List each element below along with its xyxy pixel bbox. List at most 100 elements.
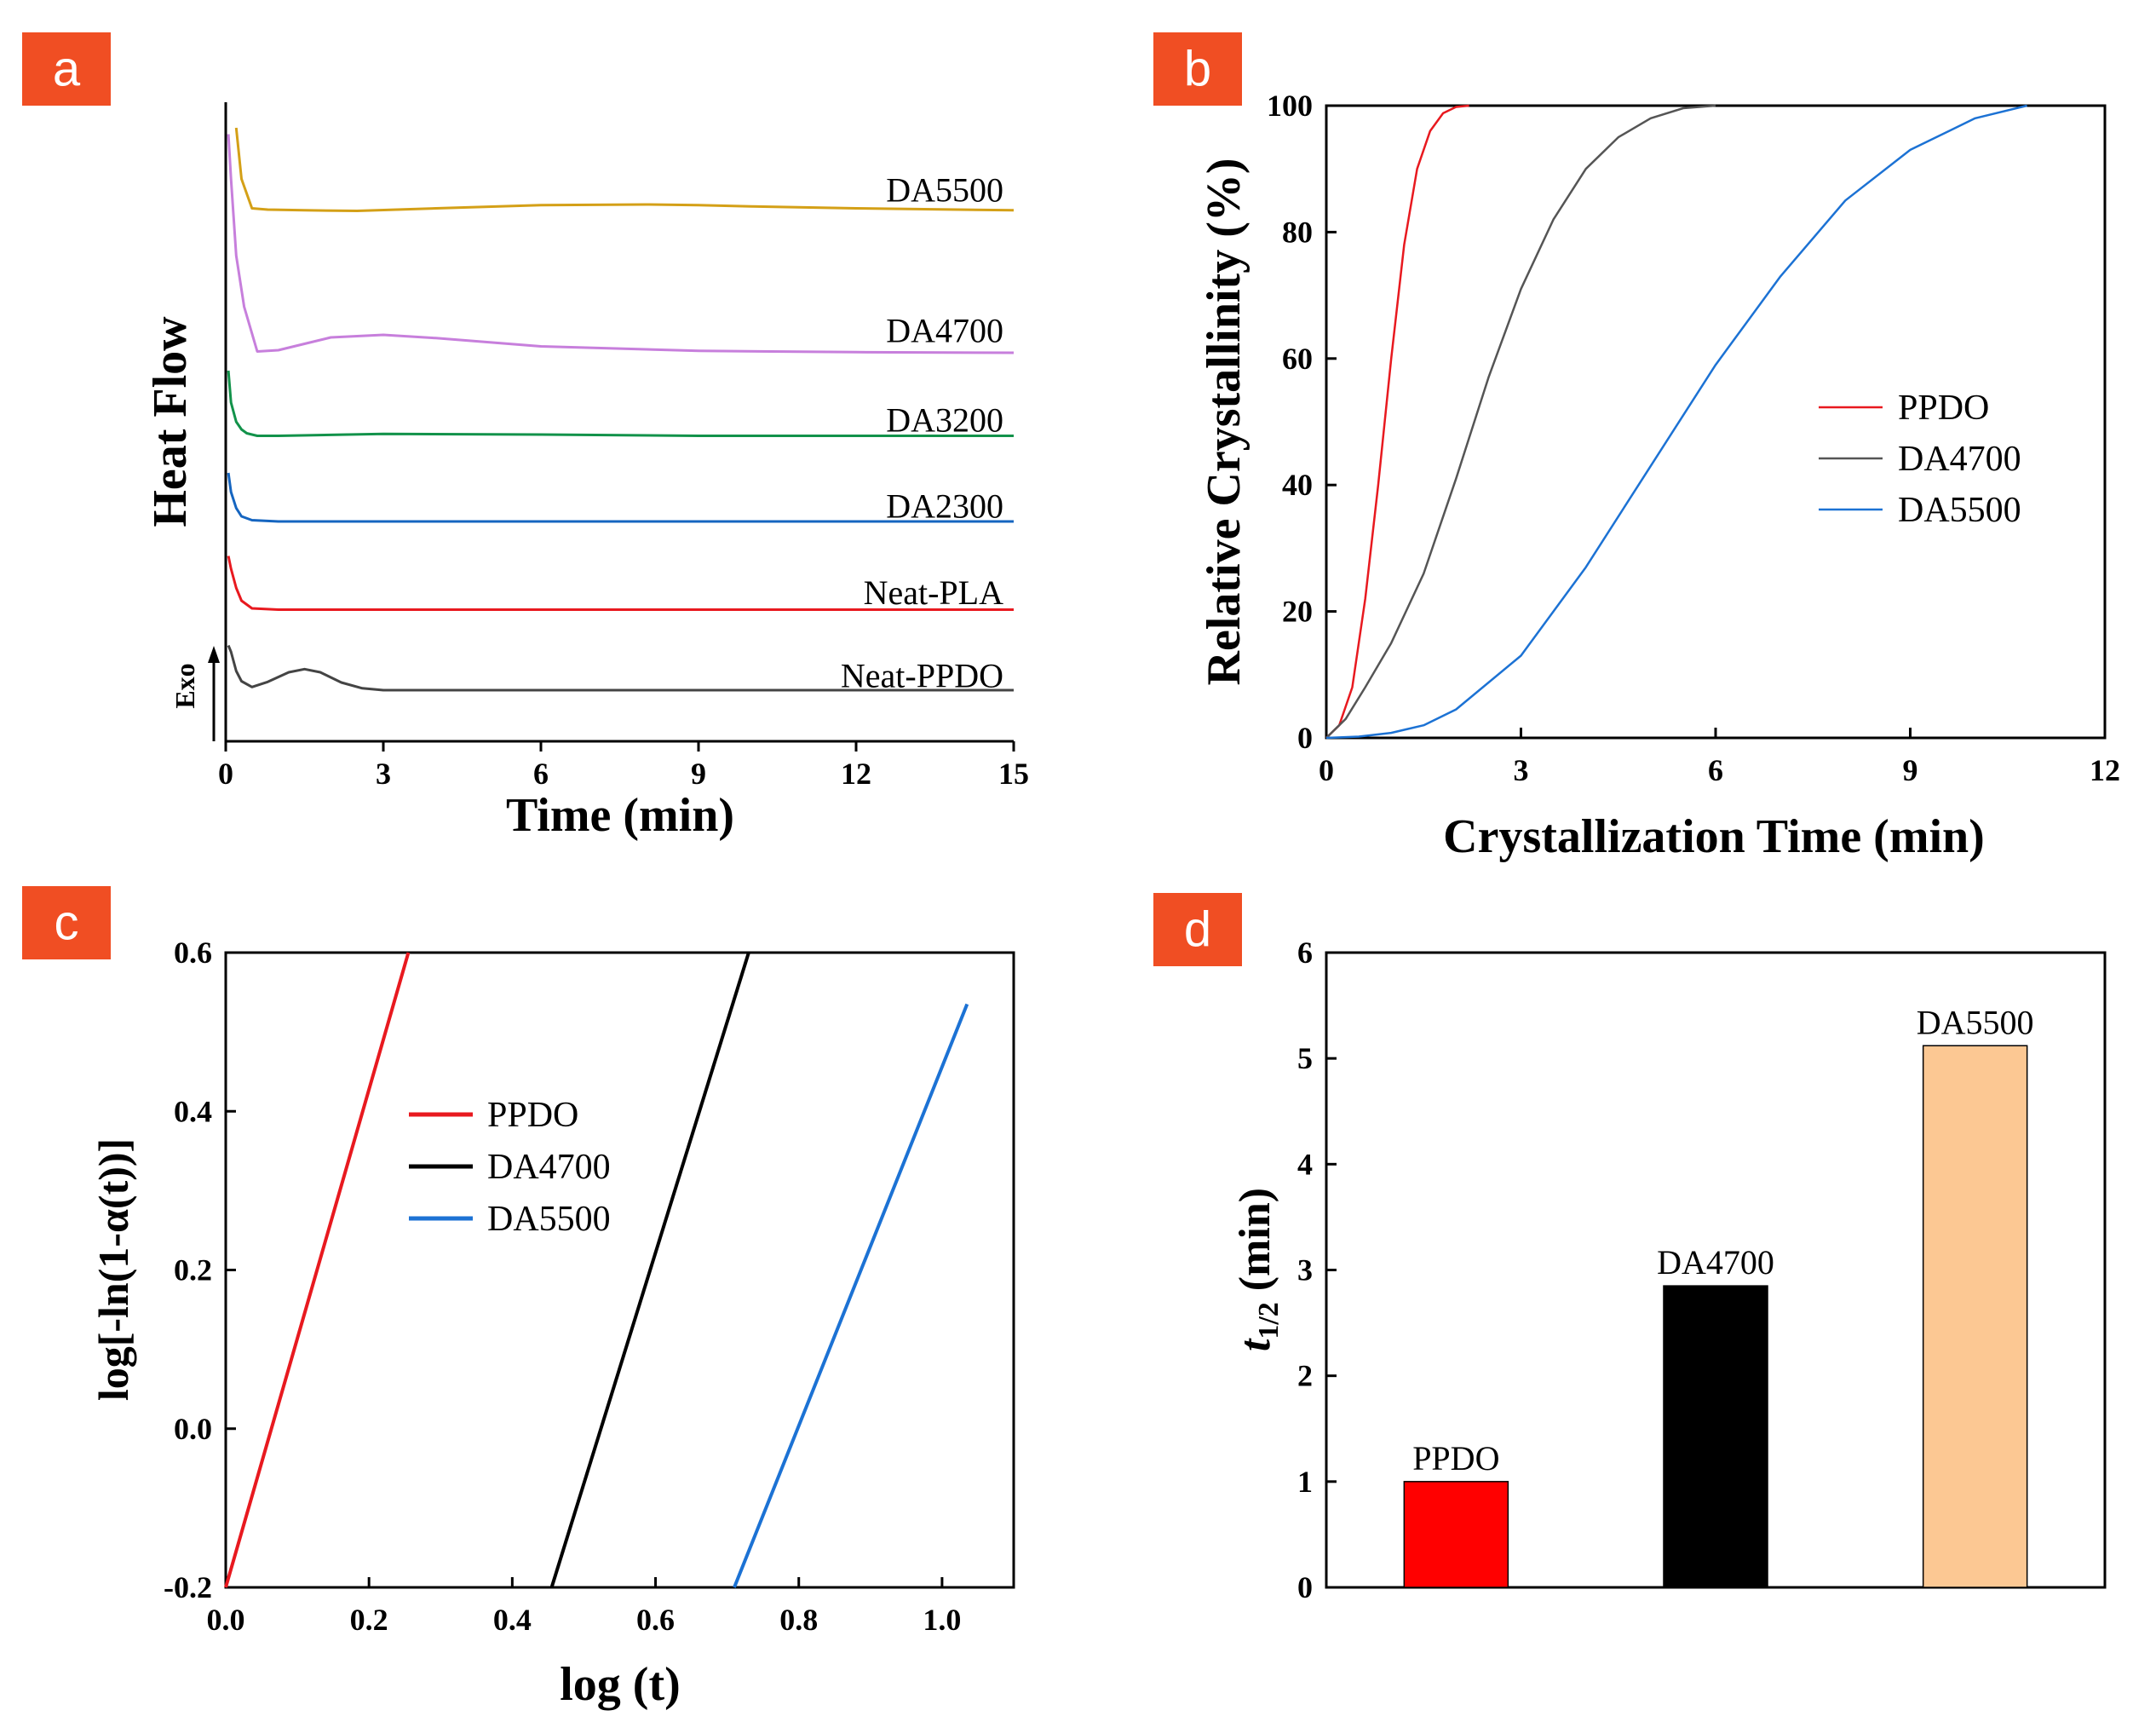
panel-d-bar-ppdo (1403, 1481, 1509, 1588)
panel-c-x-title: log (t) (560, 1658, 681, 1711)
panel-a-x-tick-label: 3 (376, 757, 391, 791)
panel-c-line-da5500 (733, 1003, 969, 1588)
panel-c-x-tick-label: 0.0 (207, 1603, 245, 1637)
panel-d-y-tick-label: 0 (1297, 1570, 1313, 1604)
panel-c-legend: PPDO DA4700 DA5500 (409, 1096, 611, 1239)
panel-d-ticks: 0 1 2 3 4 5 6 (1297, 936, 1337, 1604)
panel-c-y-tick-label: 0.6 (174, 936, 212, 970)
panel-c-y-title: log[-ln(1-α(t))] (89, 1138, 137, 1401)
panel-a-y-title: Heat Flow (144, 316, 197, 527)
panel-a-series-label: Neat-PLA (864, 573, 1004, 612)
panel-b-y-tick-label: 0 (1297, 721, 1313, 755)
panel-a-line-da2300 (227, 472, 1014, 523)
panel-c-ticks: 0.0 0.2 0.4 0.6 0.8 1.0-0.20.00.20.40.6 (164, 936, 961, 1637)
panel-c-legend-label: PPDO (487, 1096, 578, 1135)
badge-d-box (1153, 893, 1242, 966)
badge-b-box (1153, 32, 1242, 106)
panel-b-y-tick-label: 60 (1282, 342, 1313, 376)
panel-a-line-da4700 (227, 134, 1015, 354)
panel-d-y-title-sub: 1/2 (1253, 1302, 1285, 1339)
panel-b: b 0 3 6 9 12 0 20 40 60 80 100 PPDO DA4700 DA5500 Cr… (1153, 32, 2120, 863)
panel-d-bar-label: DA5500 (1917, 1003, 2034, 1041)
badge-d: d (1184, 902, 1211, 958)
panel-a-x-tick-label: 12 (841, 757, 871, 791)
panel-a-x-tick-label: 15 (998, 757, 1029, 791)
panel-c-x-tick-label: 0.6 (636, 1603, 675, 1637)
panel-b-line-da5500 (1325, 104, 2027, 740)
panel-a-line-da3200 (227, 370, 1014, 437)
panel-b-x-tick-label: 0 (1319, 753, 1334, 787)
panel-d-y-tick-label: 2 (1297, 1359, 1313, 1393)
panel-a-x-title: Time (min) (506, 789, 734, 842)
panel-c-frame (224, 951, 1015, 1589)
panel-c: c 0.0 0.2 0.4 0.6 0.8 1.0-0.20.00.20.40.6 PPD… (22, 886, 1015, 1711)
panel-d-y-tick-label: 6 (1297, 936, 1313, 970)
panel-c-y-tick-label: 0.2 (174, 1253, 212, 1287)
panel-a-series-label: DA2300 (886, 487, 1003, 526)
panel-d-y-tick-label: 4 (1297, 1147, 1313, 1181)
panel-d-bar-label: PPDO (1412, 1439, 1499, 1477)
panel-a-line-neat-ppdo (227, 644, 1014, 692)
panel-a-series-label: DA5500 (886, 170, 1003, 209)
panel-a-lines (227, 127, 1015, 692)
panel-d-y-tick-label: 5 (1297, 1041, 1313, 1075)
exo-arrow-head (208, 646, 220, 663)
badge-b: b (1184, 42, 1211, 97)
badge-a: a (53, 42, 81, 97)
panel-c-x-tick-label: 0.2 (350, 1603, 388, 1637)
panel-b-legend: PPDO DA4700 DA5500 (1819, 389, 2021, 530)
panel-c-legend-label: DA4700 (487, 1148, 611, 1187)
panel-b-ticks: 0 3 6 9 12 0 20 40 60 80 100 (1267, 89, 2120, 787)
panel-b-x-tick-label: 6 (1708, 753, 1723, 787)
panel-c-y-tick-label: 0.0 (174, 1412, 212, 1446)
panel-d: d 0 1 2 3 4 5 6 PPDO DA4700 DA5500 t1/2 (min) (1153, 893, 2107, 1604)
panel-d-y-tick-label: 3 (1297, 1253, 1313, 1287)
panel-a-series-label: DA3200 (886, 400, 1003, 439)
panel-a-line-da5500 (234, 127, 1015, 212)
panel-a-line-neat-pla (227, 556, 1014, 611)
panel-a-series-label: Neat-PPDO (841, 656, 1003, 694)
panel-c-x-tick-label: 0.8 (779, 1603, 818, 1637)
panel-d-bar-label: DA4700 (1657, 1243, 1774, 1281)
panel-c-legend-label: DA5500 (487, 1200, 611, 1239)
panel-c-y-tick-label: -0.2 (164, 1570, 212, 1604)
panel-a-x-ticks: 0 3 6 9 12 15 (218, 741, 1029, 791)
panel-d-bar-da5500 (1922, 1045, 2028, 1588)
panel-c-x-tick-label: 0.4 (493, 1603, 532, 1637)
panel-a-x-tick-label: 9 (691, 757, 706, 791)
panel-b-line-da4700 (1325, 104, 1716, 739)
panel-b-legend-label: DA4700 (1898, 440, 2021, 479)
panel-a-x-tick-label: 6 (533, 757, 549, 791)
panel-d-bar-da4700 (1663, 1285, 1768, 1588)
panel-b-y-title: Relative Crystallinity (%) (1198, 158, 1250, 686)
panel-d-y-title: t1/2 (min) (1231, 1188, 1285, 1351)
panel-c-x-tick-label: 1.0 (923, 1603, 961, 1637)
panel-a-series-labels: DA5500 DA4700 DA3200 DA2300 Neat-PLA Neat-PPD… (841, 170, 1003, 694)
panel-b-x-tick-label: 3 (1514, 753, 1529, 787)
panel-c-line-da4700 (549, 952, 750, 1588)
panel-b-x-tick-label: 9 (1903, 753, 1918, 787)
panel-d-y-title-unit: (min) (1231, 1188, 1279, 1302)
panel-d-bars: PPDO DA4700 DA5500 (1403, 1003, 2034, 1588)
panel-b-legend-label: DA5500 (1898, 491, 2021, 530)
panel-b-x-tick-label: 12 (2090, 753, 2120, 787)
panel-b-lines (1325, 104, 2027, 740)
panel-a-series-label: DA4700 (886, 311, 1003, 349)
panel-b-y-tick-label: 100 (1267, 89, 1313, 123)
exo-label: Exo (170, 663, 200, 708)
panel-c-line-ppdo (224, 952, 411, 1588)
panel-b-y-tick-label: 20 (1282, 595, 1313, 629)
panel-d-y-tick-label: 1 (1297, 1465, 1313, 1499)
panel-a-x-tick-label: 0 (218, 757, 233, 791)
badge-c-box (22, 886, 111, 959)
panel-d-y-title-main: t (1231, 1338, 1279, 1351)
badge-a-box (22, 32, 111, 106)
badge-c: c (55, 896, 79, 951)
panel-b-line-ppdo (1325, 104, 1469, 739)
panel-c-lines (224, 952, 969, 1588)
panel-b-y-tick-label: 40 (1282, 468, 1313, 502)
panel-c-y-tick-label: 0.4 (174, 1094, 212, 1128)
panel-b-y-tick-label: 80 (1282, 215, 1313, 249)
panel-b-x-title: Crystallization Time (min) (1443, 810, 1985, 863)
